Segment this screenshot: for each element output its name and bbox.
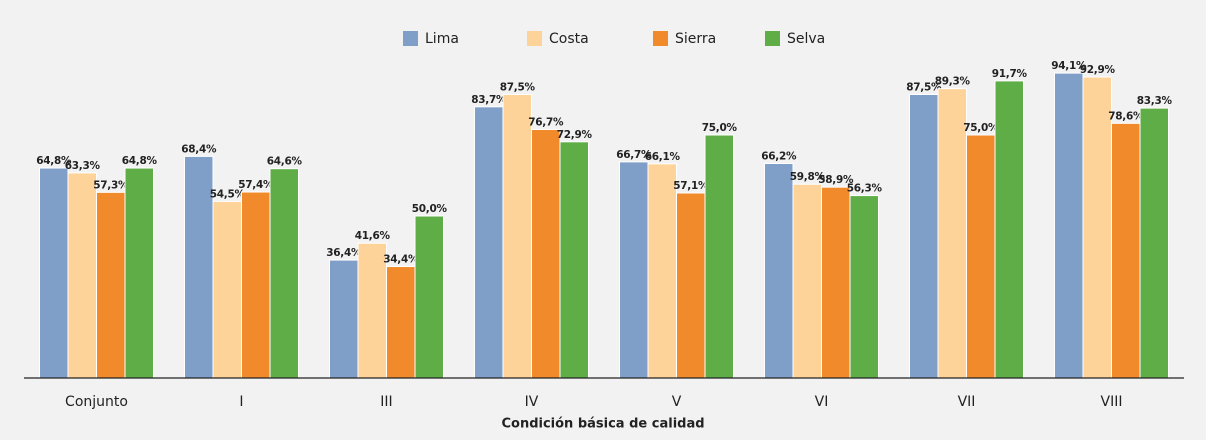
value-label: 58,9% [818,174,854,186]
bar [966,134,996,379]
bar [414,215,444,379]
legend-label: Costa [549,31,589,47]
bar [619,161,649,379]
value-label: 63,3% [65,160,101,172]
bar [124,167,154,379]
value-label: 36,4% [326,247,362,259]
legend-label: Selva [787,31,825,47]
bar [269,168,299,379]
value-label: 78,6% [1108,110,1144,122]
bar [909,94,939,379]
value-label: 64,8% [36,155,72,167]
bar [1054,72,1084,379]
value-label: 50,0% [412,203,448,215]
value-label: 66,2% [761,151,797,163]
bar [357,242,387,379]
bar [241,191,271,379]
bar [937,88,967,379]
bar [184,155,214,379]
x-tick-label: III [380,394,392,410]
bar [792,183,822,379]
bar [502,94,532,379]
value-label: 66,1% [645,151,681,163]
bar [821,186,851,379]
bar [1111,122,1141,379]
value-label: 59,8% [790,171,826,183]
value-label: 87,5% [906,82,942,94]
bar [212,200,242,379]
bar [531,128,561,379]
bar [704,134,734,379]
bar [39,167,69,379]
value-label: 87,5% [500,82,536,94]
legend-swatch [403,31,418,46]
bar [559,141,589,379]
x-tick-label: IV [525,394,539,410]
value-label: 92,9% [1080,64,1116,76]
value-label: 57,3% [93,179,129,191]
bar [676,192,706,379]
legend-label: Sierra [675,31,716,47]
bar [386,266,416,379]
legend-label: Lima [425,31,459,47]
bar [1082,76,1112,379]
value-label: 83,3% [1137,95,1173,107]
value-label: 34,4% [383,254,419,266]
bar [764,163,794,379]
bar [647,163,677,379]
value-label: 57,4% [238,179,274,191]
value-label: 72,9% [557,129,593,141]
x-tick-label: I [239,394,243,410]
value-label: 64,6% [267,156,303,168]
value-label: 89,3% [935,76,971,88]
value-label: 75,0% [963,122,999,134]
legend-swatch [765,31,780,46]
value-label: 68,4% [181,143,217,155]
value-label: 57,1% [673,180,709,192]
value-label: 56,3% [847,183,883,195]
bar [994,80,1024,379]
value-label: 66,7% [616,149,652,161]
value-label: 83,7% [471,94,507,106]
bar [96,191,126,379]
value-label: 94,1% [1051,60,1087,72]
legend-swatch [527,31,542,46]
value-label: 75,0% [702,122,738,134]
value-label: 54,5% [210,188,246,200]
value-label: 76,7% [528,116,564,128]
x-axis-title: Condición básica de calidad [501,417,704,432]
x-tick-label: VIII [1101,394,1123,410]
value-label: 91,7% [992,68,1028,80]
x-tick-label: VI [815,394,829,410]
value-label: 64,8% [122,155,158,167]
bar [474,106,504,379]
x-tick-label: V [672,394,682,410]
bar [849,195,879,379]
x-tick-label: VII [958,394,976,410]
bar [67,172,97,379]
value-label: 41,6% [355,230,391,242]
bar [1139,107,1169,379]
legend-swatch [653,31,668,46]
bar [329,259,359,379]
x-tick-label: Conjunto [65,394,128,410]
